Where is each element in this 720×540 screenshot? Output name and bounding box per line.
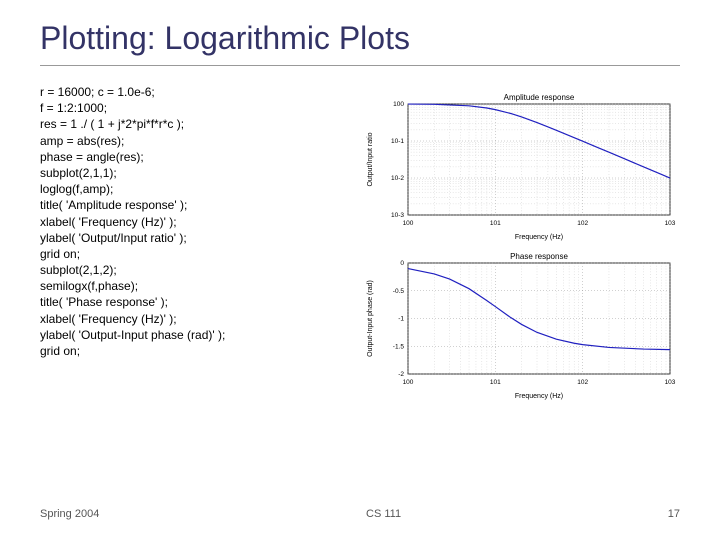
svg-text:Frequency (Hz): Frequency (Hz)	[515, 393, 563, 400]
svg-text:100: 100	[403, 379, 414, 386]
svg-text:-2: -2	[398, 371, 404, 378]
svg-text:Amplitude response: Amplitude response	[504, 93, 575, 102]
footer-right: 17	[668, 508, 680, 520]
svg-text:-1: -1	[398, 316, 404, 323]
svg-text:102: 102	[577, 220, 588, 227]
svg-text:102: 102	[577, 379, 588, 386]
svg-text:0: 0	[400, 260, 404, 267]
svg-text:103: 103	[665, 379, 676, 386]
svg-text:Output/Input ratio: Output/Input ratio	[367, 132, 374, 186]
svg-text:100: 100	[403, 220, 414, 227]
svg-text:Output-Input phase (rad): Output-Input phase (rad)	[367, 280, 374, 357]
code-listing: r = 16000; c = 1.0e-6; f = 1:2:1000; res…	[40, 84, 340, 402]
footer-left: Spring 2004	[40, 508, 99, 520]
svg-text:Frequency (Hz): Frequency (Hz)	[515, 234, 563, 241]
svg-text:100: 100	[393, 101, 404, 108]
svg-text:-1.5: -1.5	[393, 343, 405, 350]
svg-text:10-1: 10-1	[391, 138, 404, 145]
svg-text:10-2: 10-2	[391, 175, 404, 182]
phase-plot: 100 101 102 103 -2 -1.5 -1 -0.5 0 Phase response F…	[360, 247, 680, 402]
footer-center: CS 111	[366, 508, 401, 520]
slide-footer: Spring 2004 CS 111 17	[40, 508, 680, 520]
amplitude-plot: 100 101 102 103 10-3 10-2 10-1 100 Amplitude res…	[360, 88, 680, 243]
slide-title: Plotting: Logarithmic Plots	[40, 20, 680, 66]
slide-content: r = 16000; c = 1.0e-6; f = 1:2:1000; res…	[40, 84, 680, 402]
svg-text:101: 101	[490, 379, 501, 386]
svg-text:103: 103	[665, 220, 676, 227]
chart-area: 100 101 102 103 10-3 10-2 10-1 100 Amplitude res…	[360, 84, 680, 402]
svg-text:-0.5: -0.5	[393, 288, 405, 295]
svg-text:101: 101	[490, 220, 501, 227]
svg-text:10-3: 10-3	[391, 212, 404, 219]
svg-text:Phase response: Phase response	[510, 252, 568, 261]
